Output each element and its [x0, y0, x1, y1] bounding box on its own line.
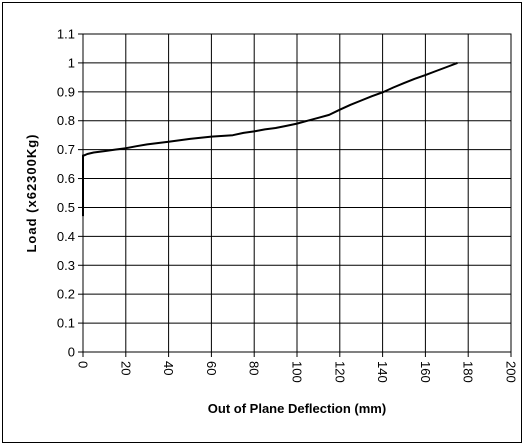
- y-tick-label: 0.1: [57, 316, 75, 331]
- x-tick-label: 80: [247, 361, 262, 375]
- x-tick-label: 60: [204, 361, 219, 375]
- series-line: [82, 61, 458, 217]
- x-tick-label: 20: [118, 361, 133, 375]
- chart-frame: [2, 2, 522, 443]
- y-tick-label: 0.5: [57, 200, 75, 215]
- x-tick-label: 140: [375, 361, 390, 383]
- x-tick-label: 160: [418, 361, 433, 383]
- y-tick-label: 1: [68, 55, 75, 70]
- y-tick-label: 1.1: [57, 27, 75, 42]
- y-tick-label: 0.9: [57, 84, 75, 99]
- y-tick-label: 0.8: [57, 113, 75, 128]
- x-tick-label: 200: [504, 361, 519, 383]
- y-axis-ticks: 0 0.1 0.2 0.3 0.4 0.5 0.6 0.7 0.8 0.9 1 1.1: [57, 27, 83, 360]
- x-tick-label: 0: [76, 361, 91, 368]
- x-tick-label: 100: [290, 361, 305, 383]
- y-tick-label: 0.4: [57, 229, 75, 244]
- x-tick-label: 120: [332, 361, 347, 383]
- y-tick-label: 0.7: [57, 142, 75, 157]
- y-tick-label: 0.2: [57, 287, 75, 302]
- grid-lines: [82, 33, 512, 353]
- series-group: [82, 61, 458, 217]
- y-tick-label: 0.6: [57, 171, 75, 186]
- x-axis-label: Out of Plane Deflection (mm): [208, 401, 386, 416]
- y-tick-label: 0.3: [57, 258, 75, 273]
- x-axis-ticks: 0 20 40 60 80 100 120 140 160 180 200: [76, 352, 519, 383]
- y-axis-label: Load (x62300Kg): [24, 133, 39, 252]
- x-tick-label: 40: [161, 361, 176, 375]
- x-tick-label: 180: [461, 361, 476, 383]
- y-tick-label: 0: [68, 345, 75, 360]
